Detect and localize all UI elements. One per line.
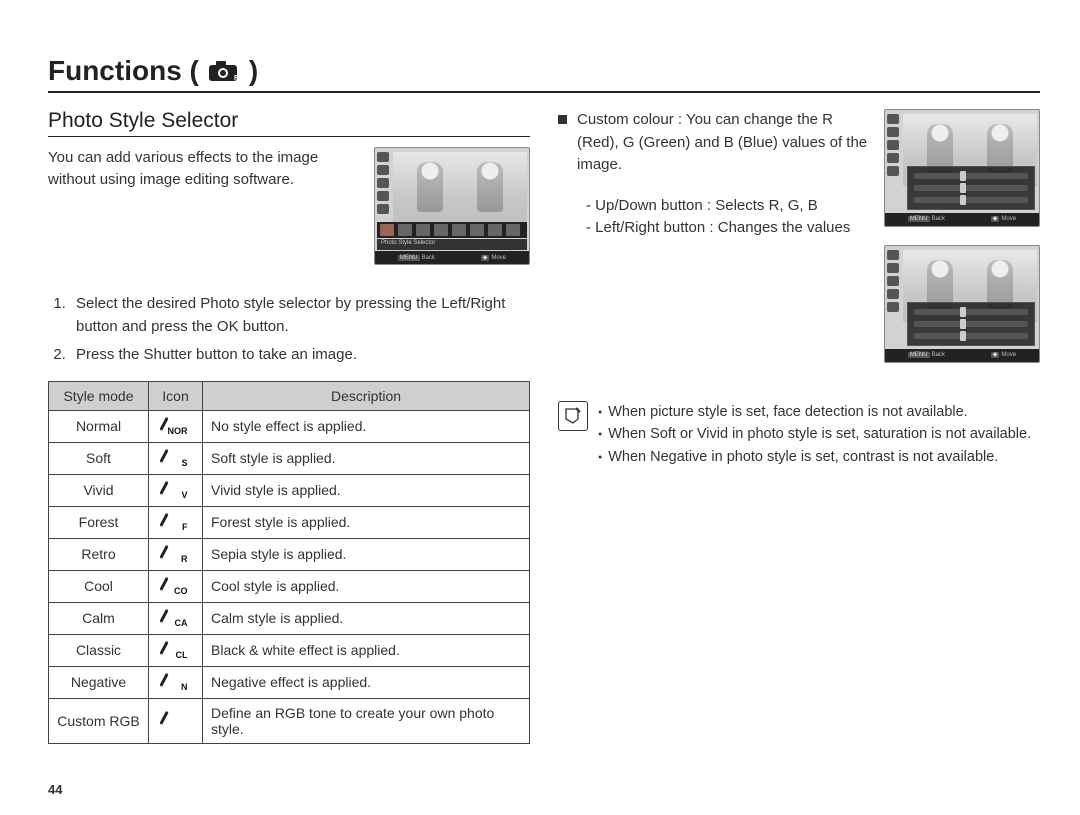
cell-mode: Calm — [49, 602, 149, 634]
th-desc: Description — [203, 381, 530, 410]
cell-desc: No style effect is applied. — [203, 410, 530, 442]
style-icon — [165, 711, 187, 727]
cell-mode: Vivid — [49, 474, 149, 506]
style-icon: F — [165, 513, 187, 529]
subheading: Photo Style Selector — [48, 109, 530, 137]
table-row: Cool CO Cool style is applied. — [49, 570, 530, 602]
cell-icon: S — [149, 442, 203, 474]
right-column: Custom colour : You can change the R (Re… — [558, 109, 1040, 744]
page-heading: Functions ( Fn ) — [48, 55, 1040, 93]
table-row: Vivid V Vivid style is applied. — [49, 474, 530, 506]
note-1: When picture style is set, face detectio… — [598, 401, 1031, 423]
cell-icon: CA — [149, 602, 203, 634]
style-icon: V — [165, 481, 187, 497]
camera-screenshot-rgb-1: MENUBack ◆Move — [884, 109, 1040, 227]
svg-text:Fn: Fn — [234, 75, 241, 82]
th-icon: Icon — [149, 381, 203, 410]
cell-icon: NOR — [149, 410, 203, 442]
cell-desc: Cool style is applied. — [203, 570, 530, 602]
cell-mode: Negative — [49, 666, 149, 698]
cell-desc: Define an RGB tone to create your own ph… — [203, 698, 530, 743]
table-row: Normal NOR No style effect is applied. — [49, 410, 530, 442]
table-row: Forest F Forest style is applied. — [49, 506, 530, 538]
note-icon — [558, 401, 588, 431]
table-row: Soft S Soft style is applied. — [49, 442, 530, 474]
steps-list: Select the desired Photo style selector … — [48, 293, 530, 367]
step-2: Press the Shutter button to take an imag… — [70, 344, 530, 367]
camera-fn-icon: Fn — [207, 59, 241, 83]
cell-icon: CL — [149, 634, 203, 666]
cell-icon: V — [149, 474, 203, 506]
heading-text: Functions ( — [48, 55, 199, 87]
style-icon: N — [165, 673, 187, 689]
left-column: Photo Style Selector You can add various… — [48, 109, 530, 744]
controls-list: - Up/Down button : Selects R, G, B - Lef… — [586, 195, 870, 240]
table-row: Calm CA Calm style is applied. — [49, 602, 530, 634]
table-row: Classic CL Black & white effect is applied… — [49, 634, 530, 666]
cell-mode: Normal — [49, 410, 149, 442]
screenshot-label: Photo Style Selector — [377, 239, 527, 250]
cell-mode: Cool — [49, 570, 149, 602]
note-2: When Soft or Vivid in photo style is set… — [598, 423, 1031, 445]
square-bullet-icon — [558, 115, 567, 124]
style-icon: R — [165, 545, 187, 561]
notes-box: When picture style is set, face detectio… — [558, 401, 1040, 468]
cell-mode: Classic — [49, 634, 149, 666]
camera-screenshot-rgb-2: MENUBack ◆Move — [884, 245, 1040, 363]
cell-desc: Negative effect is applied. — [203, 666, 530, 698]
style-icon: CA — [165, 609, 187, 625]
step-1: Select the desired Photo style selector … — [70, 293, 530, 338]
cell-mode: Soft — [49, 442, 149, 474]
table-row: Retro R Sepia style is applied. — [49, 538, 530, 570]
page-number: 44 — [48, 782, 62, 797]
cell-desc: Forest style is applied. — [203, 506, 530, 538]
style-icon: CL — [165, 641, 187, 657]
cell-desc: Sepia style is applied. — [203, 538, 530, 570]
note-3: When Negative in photo style is set, con… — [598, 446, 1031, 468]
table-row: Negative N Negative effect is applied. — [49, 666, 530, 698]
cell-icon: CO — [149, 570, 203, 602]
custom-colour-block: Custom colour : You can change the R (Re… — [558, 109, 870, 177]
table-row: Custom RGB Define an RGB tone to create y… — [49, 698, 530, 743]
control-updown: - Up/Down button : Selects R, G, B — [586, 195, 870, 218]
cell-icon: N — [149, 666, 203, 698]
control-leftright: - Left/Right button : Changes the values — [586, 217, 870, 240]
cell-icon — [149, 698, 203, 743]
cell-desc: Black & white effect is applied. — [203, 634, 530, 666]
cell-mode: Custom RGB — [49, 698, 149, 743]
th-mode: Style mode — [49, 381, 149, 410]
intro-text: You can add various effects to the image… — [48, 147, 364, 191]
cell-icon: R — [149, 538, 203, 570]
style-table: Style mode Icon Description Normal NOR No … — [48, 381, 530, 744]
cell-mode: Retro — [49, 538, 149, 570]
cell-desc: Soft style is applied. — [203, 442, 530, 474]
style-icon: CO — [165, 577, 187, 593]
notes-list: When picture style is set, face detectio… — [598, 401, 1031, 468]
camera-screenshot-selector: Photo Style Selector MENUBack ◆Move — [374, 147, 530, 265]
cell-mode: Forest — [49, 506, 149, 538]
cell-desc: Calm style is applied. — [203, 602, 530, 634]
custom-colour-label: Custom colour : — [577, 111, 686, 128]
style-icon: S — [165, 449, 187, 465]
style-icon: NOR — [165, 417, 187, 433]
cell-icon: F — [149, 506, 203, 538]
cell-desc: Vivid style is applied. — [203, 474, 530, 506]
heading-close: ) — [249, 55, 258, 87]
